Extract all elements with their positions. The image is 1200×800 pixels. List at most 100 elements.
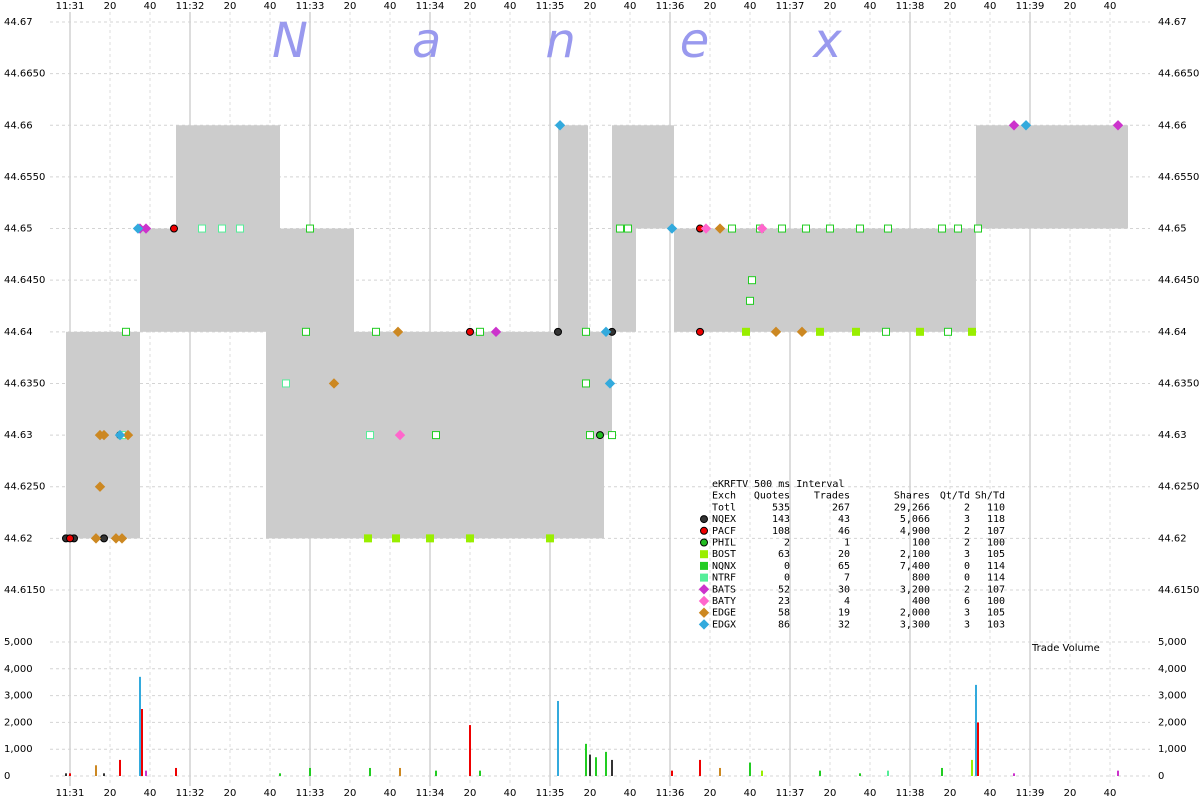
y-tick-label: 44.63 xyxy=(1158,430,1187,441)
x-tick-label: 20 xyxy=(944,788,957,799)
x-tick-label: 20 xyxy=(104,788,117,799)
stats-row: 20 xyxy=(838,549,850,560)
volume-bar xyxy=(589,754,591,776)
x-tick-label: 20 xyxy=(224,788,237,799)
volume-bar xyxy=(719,767,721,776)
x-tick-label: 11:33 xyxy=(296,788,325,799)
x-tick-label: 11:34 xyxy=(416,1,445,12)
data-point xyxy=(490,326,502,338)
x-tick-label: 20 xyxy=(464,788,477,799)
data-point xyxy=(66,534,74,543)
stats-row: 3,300 xyxy=(900,619,930,630)
data-point xyxy=(856,224,864,233)
stats-row: 52 xyxy=(778,584,790,595)
data-point xyxy=(916,327,924,336)
x-tick-label: 40 xyxy=(384,1,397,12)
data-point xyxy=(624,224,632,233)
x-tick-label: 40 xyxy=(144,1,157,12)
volume-bar xyxy=(65,773,67,776)
stats-row: 800 xyxy=(912,573,930,584)
data-point xyxy=(90,533,102,544)
volume-bar xyxy=(699,759,701,776)
data-point xyxy=(700,223,712,234)
data-point xyxy=(746,296,754,305)
volume-bar xyxy=(595,757,597,776)
spread-block xyxy=(636,125,674,229)
data-point xyxy=(546,534,554,543)
x-tick-label: 20 xyxy=(344,788,357,799)
legend-marker xyxy=(700,526,708,535)
data-point xyxy=(714,223,726,234)
watermark: Nanex xyxy=(272,13,946,69)
x-tick-label: 11:38 xyxy=(896,788,925,799)
data-point xyxy=(218,224,226,233)
x-tick-label: 40 xyxy=(144,788,157,799)
data-point xyxy=(426,534,434,543)
y-tick-label: 0 xyxy=(1158,771,1164,782)
legend-marker xyxy=(700,538,708,547)
data-point xyxy=(140,223,152,234)
stats-row: NTRF xyxy=(712,573,736,584)
stats-row: BOST xyxy=(712,549,736,560)
volume-bar xyxy=(605,751,607,776)
x-tick-label: 11:39 xyxy=(1016,1,1045,12)
data-point xyxy=(114,429,126,441)
x-tick-label: 40 xyxy=(984,1,997,12)
spread-block xyxy=(140,228,176,332)
data-point xyxy=(282,379,290,388)
volume-bar xyxy=(887,770,889,776)
x-tick-label: 11:31 xyxy=(56,788,85,799)
x-tick-label: 40 xyxy=(504,788,517,799)
data-point xyxy=(392,326,404,338)
y-tick-label: 44.67 xyxy=(4,17,33,28)
data-point xyxy=(582,379,590,388)
stats-row: 65 xyxy=(838,561,850,572)
x-tick-label: 20 xyxy=(824,1,837,12)
data-point xyxy=(616,224,624,233)
stats-row: 400 xyxy=(912,596,930,607)
y-tick-label: 2,000 xyxy=(4,717,33,728)
legend-marker xyxy=(698,584,710,595)
data-point xyxy=(100,534,108,543)
volume-bar xyxy=(611,759,613,776)
stats-row: 107 xyxy=(987,584,1005,595)
data-point xyxy=(604,378,616,389)
spread-block xyxy=(280,228,354,539)
stats-row: 100 xyxy=(987,596,1005,607)
stats-row: 100 xyxy=(912,538,930,549)
stats-total: 267 xyxy=(832,502,850,513)
y-tick-label: 44.67 xyxy=(1158,17,1187,28)
data-point xyxy=(748,276,756,285)
x-tick-label: 20 xyxy=(944,1,957,12)
volume-bar xyxy=(557,700,559,776)
y-tick-label: 44.63 xyxy=(4,430,33,441)
data-point xyxy=(882,327,890,336)
data-point xyxy=(372,327,380,336)
data-point xyxy=(236,224,244,233)
x-tick-label: 20 xyxy=(824,788,837,799)
data-point xyxy=(802,224,810,233)
volume-bar xyxy=(145,770,147,776)
data-point xyxy=(756,223,768,234)
data-point xyxy=(778,224,786,233)
x-tick-label: 11:34 xyxy=(416,788,445,799)
data-point xyxy=(366,431,374,440)
y-tick-label: 44.65 xyxy=(4,224,33,235)
spread-block xyxy=(354,331,558,539)
data-point xyxy=(884,224,892,233)
x-tick-label: 20 xyxy=(584,1,597,12)
x-tick-label: 20 xyxy=(704,788,717,799)
stats-header: Quotes xyxy=(754,491,790,502)
y-tick-label: 44.64 xyxy=(4,327,33,338)
data-point xyxy=(554,327,562,336)
x-tick-label: 20 xyxy=(584,788,597,799)
volume-bar xyxy=(671,770,673,776)
volume-bar xyxy=(399,767,401,776)
stats-row: 107 xyxy=(987,526,1005,537)
y-tick-label: 44.6250 xyxy=(1158,482,1199,493)
y-tick-label: 44.6550 xyxy=(4,172,45,183)
y-tick-label: 44.62 xyxy=(4,533,33,544)
x-tick-label: 40 xyxy=(984,788,997,799)
stats-row: 4 xyxy=(844,596,850,607)
